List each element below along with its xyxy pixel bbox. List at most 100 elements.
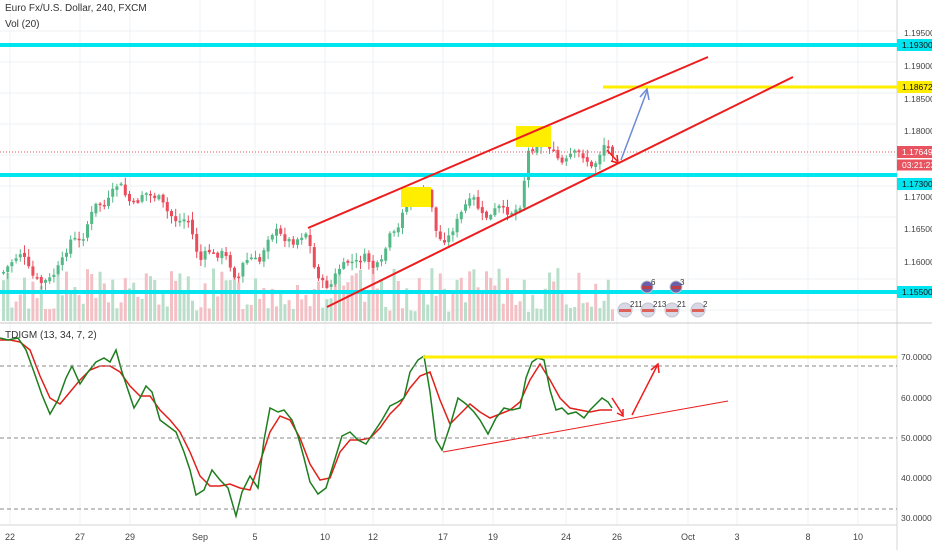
candle-body (388, 233, 392, 248)
candle-body (52, 274, 56, 278)
axis-label-support-low-bg (897, 286, 932, 298)
volume-bar (136, 296, 140, 321)
volume-bar (434, 295, 438, 321)
volume-bar (602, 300, 606, 321)
tdi-arrow-up[interactable] (631, 362, 660, 416)
candle-body (380, 259, 383, 262)
volume-bar (233, 275, 236, 321)
candle-body (174, 216, 178, 222)
time-axis[interactable]: 22 27 29 Sep 5 10 12 17 19 24 26 Oct 3 8 10 (5, 532, 863, 542)
candle-body (522, 180, 526, 208)
volume-label: Vol (20) (5, 19, 40, 30)
volume-bar (291, 308, 295, 321)
candle-body (10, 262, 14, 267)
event-badge-bottom-4-stripe (692, 309, 704, 312)
candle-body (90, 211, 94, 225)
candle-body (111, 188, 115, 197)
volume-bar (392, 268, 396, 321)
candle-body (451, 231, 455, 236)
projection-arrow-blue[interactable] (620, 87, 650, 161)
volume-bar (367, 291, 371, 321)
time-tick: 10 (320, 532, 330, 542)
volume-bar (354, 273, 358, 321)
indicator-axis[interactable]: 70.0000 60.0000 50.0000 40.0000 30.0000 (901, 352, 932, 523)
axis-label-support-low: 1.15500 (897, 286, 932, 298)
candle-body (207, 249, 211, 253)
candle-body (480, 207, 484, 214)
candle-body (73, 237, 77, 240)
volume-bar (417, 278, 421, 321)
indicator-label: TDIGM (13, 34, 7, 2) (5, 330, 97, 341)
price-axis[interactable]: 1.195001.190001.185001.180001.175001.170… (897, 28, 932, 298)
event-badge-bottom-2-stripe (642, 309, 654, 312)
volume-bar (514, 305, 518, 321)
volume-bar (522, 279, 526, 321)
indicator-tick: 40.0000 (901, 473, 932, 483)
candle-body (123, 184, 127, 196)
candle-body (590, 161, 593, 167)
volume-bar (2, 280, 5, 321)
volume-bar (485, 271, 488, 321)
candle-body (497, 205, 501, 209)
volume-bar (594, 283, 598, 321)
volume-bar (287, 300, 291, 321)
highlight-box-2[interactable] (516, 126, 551, 147)
volume-bar (18, 294, 22, 321)
volume-bar (102, 283, 106, 321)
candle-body (594, 163, 598, 167)
volume-bar (438, 273, 442, 321)
volume-bar (65, 271, 68, 321)
volume-bar (39, 285, 43, 321)
volume-bar (497, 268, 501, 321)
time-tick: 19 (488, 532, 498, 542)
volume-bar (363, 301, 367, 321)
volume-bar (451, 292, 455, 321)
price-tick: 1.16000 (904, 257, 932, 267)
volume-bar (195, 310, 199, 321)
candle-body (266, 239, 270, 252)
highlight-box-1[interactable] (401, 187, 431, 207)
candle-body (94, 203, 98, 214)
tdi-arrow-down[interactable] (611, 397, 624, 418)
event-badges[interactable]: 6 3 211 213 21 2 (617, 278, 708, 318)
volume-bar (48, 309, 52, 321)
candle-body (371, 260, 375, 268)
volume-bar (459, 277, 463, 321)
price-tick: 1.18000 (904, 126, 932, 136)
volume-bar (69, 290, 73, 321)
candle-body (476, 196, 480, 209)
channel-lower-line[interactable] (326, 76, 794, 308)
tdi-support-trendline[interactable] (442, 400, 729, 453)
candle-body (186, 220, 190, 223)
volume-bar (401, 308, 404, 321)
pullback-arrow-red-price[interactable] (606, 149, 619, 165)
volume-bar (443, 288, 446, 321)
volume-bar (350, 275, 354, 321)
channel-upper-line[interactable] (307, 56, 709, 229)
price-tick: 1.18500 (904, 94, 932, 104)
volume-bar (245, 304, 249, 321)
axis-label-support-low-text: 1.15500 (902, 287, 932, 297)
candle-body (6, 266, 10, 272)
event-badge-bottom-1-stripe (619, 309, 631, 312)
volume-bar (212, 268, 215, 321)
price-tick: 1.17000 (904, 192, 932, 202)
volume-bar (270, 288, 274, 321)
candle-body (401, 212, 404, 228)
volume-bar (329, 298, 333, 321)
volume-bar (455, 279, 459, 321)
axis-label-support-mid: 1.17300 (897, 178, 932, 190)
axis-label-resistance-text: 1.19300 (902, 40, 932, 50)
volume-bar (590, 306, 593, 321)
volume-bar (157, 304, 161, 321)
volume-bar (396, 281, 400, 321)
event-badge-bottom-4: 2 (690, 300, 708, 318)
candle-body (447, 235, 451, 243)
candle-body (569, 153, 572, 158)
volume-bar (413, 311, 417, 321)
time-tick: 29 (125, 532, 135, 542)
candle-body (325, 280, 329, 288)
candle-body (199, 251, 203, 260)
volume-bar (228, 280, 232, 321)
